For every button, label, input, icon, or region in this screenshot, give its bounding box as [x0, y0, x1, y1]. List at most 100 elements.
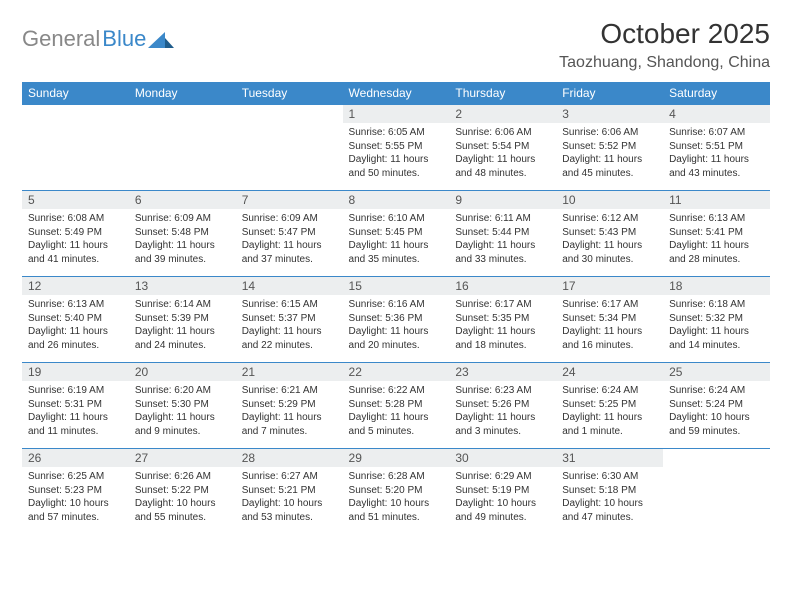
- day-number: 22: [343, 363, 450, 381]
- day-number: 31: [556, 449, 663, 467]
- day-content: Sunrise: 6:13 AMSunset: 5:40 PMDaylight:…: [22, 295, 129, 356]
- calendar-cell: 24Sunrise: 6:24 AMSunset: 5:25 PMDayligh…: [556, 363, 663, 449]
- day-content: Sunrise: 6:28 AMSunset: 5:20 PMDaylight:…: [343, 467, 450, 528]
- day-number: 21: [236, 363, 343, 381]
- calendar-cell: 8Sunrise: 6:10 AMSunset: 5:45 PMDaylight…: [343, 191, 450, 277]
- day-number: 10: [556, 191, 663, 209]
- day-number: 24: [556, 363, 663, 381]
- day-number: 1: [343, 105, 450, 123]
- calendar-table: SundayMondayTuesdayWednesdayThursdayFrid…: [22, 82, 770, 535]
- day-number: 28: [236, 449, 343, 467]
- day-number: 5: [22, 191, 129, 209]
- day-number: 12: [22, 277, 129, 295]
- location-label: Taozhuang, Shandong, China: [559, 54, 770, 72]
- calendar-cell: 19Sunrise: 6:19 AMSunset: 5:31 PMDayligh…: [22, 363, 129, 449]
- calendar-cell: 29Sunrise: 6:28 AMSunset: 5:20 PMDayligh…: [343, 449, 450, 535]
- calendar-cell: 11Sunrise: 6:13 AMSunset: 5:41 PMDayligh…: [663, 191, 770, 277]
- day-number: 25: [663, 363, 770, 381]
- day-number: 27: [129, 449, 236, 467]
- calendar-cell: 18Sunrise: 6:18 AMSunset: 5:32 PMDayligh…: [663, 277, 770, 363]
- day-number: 23: [449, 363, 556, 381]
- calendar-cell: .: [22, 105, 129, 191]
- day-content: Sunrise: 6:17 AMSunset: 5:35 PMDaylight:…: [449, 295, 556, 356]
- weekday-header: Saturday: [663, 82, 770, 105]
- day-number: 3: [556, 105, 663, 123]
- calendar-week-row: 12Sunrise: 6:13 AMSunset: 5:40 PMDayligh…: [22, 277, 770, 363]
- calendar-cell: 12Sunrise: 6:13 AMSunset: 5:40 PMDayligh…: [22, 277, 129, 363]
- day-content: Sunrise: 6:18 AMSunset: 5:32 PMDaylight:…: [663, 295, 770, 356]
- day-number: 8: [343, 191, 450, 209]
- day-number: 9: [449, 191, 556, 209]
- day-number: 13: [129, 277, 236, 295]
- logo-text-2: Blue: [102, 26, 146, 52]
- logo-text-1: General: [22, 26, 100, 52]
- logo: GeneralBlue: [22, 26, 174, 52]
- day-content: Sunrise: 6:24 AMSunset: 5:24 PMDaylight:…: [663, 381, 770, 442]
- calendar-cell: 4Sunrise: 6:07 AMSunset: 5:51 PMDaylight…: [663, 105, 770, 191]
- day-content: Sunrise: 6:25 AMSunset: 5:23 PMDaylight:…: [22, 467, 129, 528]
- day-content: Sunrise: 6:12 AMSunset: 5:43 PMDaylight:…: [556, 209, 663, 270]
- day-content: Sunrise: 6:15 AMSunset: 5:37 PMDaylight:…: [236, 295, 343, 356]
- calendar-cell: 14Sunrise: 6:15 AMSunset: 5:37 PMDayligh…: [236, 277, 343, 363]
- day-number: 20: [129, 363, 236, 381]
- day-number: 7: [236, 191, 343, 209]
- weekday-header: Tuesday: [236, 82, 343, 105]
- day-content: Sunrise: 6:08 AMSunset: 5:49 PMDaylight:…: [22, 209, 129, 270]
- calendar-cell: 27Sunrise: 6:26 AMSunset: 5:22 PMDayligh…: [129, 449, 236, 535]
- calendar-cell: 25Sunrise: 6:24 AMSunset: 5:24 PMDayligh…: [663, 363, 770, 449]
- day-content: Sunrise: 6:16 AMSunset: 5:36 PMDaylight:…: [343, 295, 450, 356]
- weekday-header: Sunday: [22, 82, 129, 105]
- calendar-cell: 23Sunrise: 6:23 AMSunset: 5:26 PMDayligh…: [449, 363, 556, 449]
- day-number: 19: [22, 363, 129, 381]
- day-number: 29: [343, 449, 450, 467]
- day-content: Sunrise: 6:09 AMSunset: 5:48 PMDaylight:…: [129, 209, 236, 270]
- calendar-cell: 9Sunrise: 6:11 AMSunset: 5:44 PMDaylight…: [449, 191, 556, 277]
- calendar-week-row: 19Sunrise: 6:19 AMSunset: 5:31 PMDayligh…: [22, 363, 770, 449]
- calendar-cell: 21Sunrise: 6:21 AMSunset: 5:29 PMDayligh…: [236, 363, 343, 449]
- day-number: 30: [449, 449, 556, 467]
- calendar-cell: 17Sunrise: 6:17 AMSunset: 5:34 PMDayligh…: [556, 277, 663, 363]
- calendar-cell: 2Sunrise: 6:06 AMSunset: 5:54 PMDaylight…: [449, 105, 556, 191]
- calendar-cell: .: [129, 105, 236, 191]
- day-number: 17: [556, 277, 663, 295]
- calendar-cell: 26Sunrise: 6:25 AMSunset: 5:23 PMDayligh…: [22, 449, 129, 535]
- calendar-cell: 3Sunrise: 6:06 AMSunset: 5:52 PMDaylight…: [556, 105, 663, 191]
- calendar-cell: .: [663, 449, 770, 535]
- calendar-cell: 20Sunrise: 6:20 AMSunset: 5:30 PMDayligh…: [129, 363, 236, 449]
- logo-triangle-icon: [148, 30, 174, 48]
- calendar-week-row: 26Sunrise: 6:25 AMSunset: 5:23 PMDayligh…: [22, 449, 770, 535]
- calendar-cell: 5Sunrise: 6:08 AMSunset: 5:49 PMDaylight…: [22, 191, 129, 277]
- weekday-header: Thursday: [449, 82, 556, 105]
- day-number: 14: [236, 277, 343, 295]
- day-content: Sunrise: 6:23 AMSunset: 5:26 PMDaylight:…: [449, 381, 556, 442]
- day-number: 26: [22, 449, 129, 467]
- weekday-header: Monday: [129, 82, 236, 105]
- day-number: 15: [343, 277, 450, 295]
- weekday-header-row: SundayMondayTuesdayWednesdayThursdayFrid…: [22, 82, 770, 105]
- day-number: 4: [663, 105, 770, 123]
- day-number: 16: [449, 277, 556, 295]
- day-content: Sunrise: 6:06 AMSunset: 5:54 PMDaylight:…: [449, 123, 556, 184]
- calendar-cell: 28Sunrise: 6:27 AMSunset: 5:21 PMDayligh…: [236, 449, 343, 535]
- calendar-cell: 16Sunrise: 6:17 AMSunset: 5:35 PMDayligh…: [449, 277, 556, 363]
- weekday-header: Friday: [556, 82, 663, 105]
- day-number: 2: [449, 105, 556, 123]
- day-content: Sunrise: 6:07 AMSunset: 5:51 PMDaylight:…: [663, 123, 770, 184]
- calendar-cell: 22Sunrise: 6:22 AMSunset: 5:28 PMDayligh…: [343, 363, 450, 449]
- calendar-cell: 31Sunrise: 6:30 AMSunset: 5:18 PMDayligh…: [556, 449, 663, 535]
- calendar-cell: .: [236, 105, 343, 191]
- day-content: Sunrise: 6:29 AMSunset: 5:19 PMDaylight:…: [449, 467, 556, 528]
- day-content: Sunrise: 6:27 AMSunset: 5:21 PMDaylight:…: [236, 467, 343, 528]
- calendar-week-row: ...1Sunrise: 6:05 AMSunset: 5:55 PMDayli…: [22, 105, 770, 191]
- weekday-header: Wednesday: [343, 82, 450, 105]
- day-content: Sunrise: 6:09 AMSunset: 5:47 PMDaylight:…: [236, 209, 343, 270]
- day-content: Sunrise: 6:14 AMSunset: 5:39 PMDaylight:…: [129, 295, 236, 356]
- day-content: Sunrise: 6:19 AMSunset: 5:31 PMDaylight:…: [22, 381, 129, 442]
- day-content: Sunrise: 6:13 AMSunset: 5:41 PMDaylight:…: [663, 209, 770, 270]
- calendar-cell: 15Sunrise: 6:16 AMSunset: 5:36 PMDayligh…: [343, 277, 450, 363]
- day-content: Sunrise: 6:21 AMSunset: 5:29 PMDaylight:…: [236, 381, 343, 442]
- calendar-week-row: 5Sunrise: 6:08 AMSunset: 5:49 PMDaylight…: [22, 191, 770, 277]
- calendar-cell: 7Sunrise: 6:09 AMSunset: 5:47 PMDaylight…: [236, 191, 343, 277]
- day-content: Sunrise: 6:05 AMSunset: 5:55 PMDaylight:…: [343, 123, 450, 184]
- day-content: Sunrise: 6:26 AMSunset: 5:22 PMDaylight:…: [129, 467, 236, 528]
